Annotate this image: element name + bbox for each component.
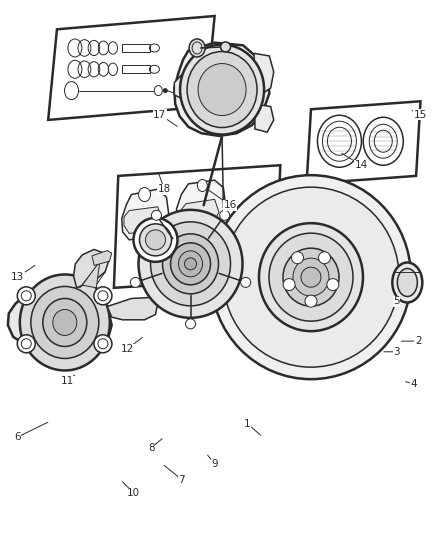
Polygon shape bbox=[174, 75, 189, 99]
Text: 10: 10 bbox=[127, 488, 140, 498]
Text: 4: 4 bbox=[410, 379, 417, 389]
Text: 1: 1 bbox=[244, 419, 251, 429]
Text: 14: 14 bbox=[355, 160, 368, 170]
Ellipse shape bbox=[170, 243, 211, 285]
Polygon shape bbox=[74, 249, 109, 288]
Ellipse shape bbox=[131, 277, 140, 287]
Ellipse shape bbox=[219, 211, 230, 220]
Ellipse shape bbox=[198, 180, 207, 191]
Ellipse shape bbox=[134, 218, 177, 262]
Ellipse shape bbox=[189, 39, 205, 57]
Ellipse shape bbox=[221, 42, 230, 52]
Ellipse shape bbox=[163, 88, 167, 93]
Polygon shape bbox=[107, 297, 158, 320]
Ellipse shape bbox=[179, 251, 202, 277]
Ellipse shape bbox=[94, 287, 112, 305]
Text: 5: 5 bbox=[393, 296, 400, 306]
Ellipse shape bbox=[151, 222, 230, 306]
Text: 15: 15 bbox=[414, 110, 427, 119]
Ellipse shape bbox=[397, 269, 417, 296]
Ellipse shape bbox=[43, 298, 87, 346]
Ellipse shape bbox=[186, 319, 195, 329]
Ellipse shape bbox=[138, 210, 243, 318]
Ellipse shape bbox=[17, 335, 35, 353]
Polygon shape bbox=[82, 261, 100, 288]
Text: 3: 3 bbox=[393, 347, 400, 357]
Polygon shape bbox=[174, 43, 269, 136]
Polygon shape bbox=[307, 101, 420, 184]
Polygon shape bbox=[92, 251, 112, 265]
Ellipse shape bbox=[184, 258, 197, 270]
Text: 11: 11 bbox=[61, 376, 74, 386]
Text: 8: 8 bbox=[148, 443, 155, 453]
Ellipse shape bbox=[198, 63, 246, 116]
Ellipse shape bbox=[318, 252, 331, 264]
Text: 17: 17 bbox=[153, 110, 166, 119]
Ellipse shape bbox=[20, 274, 110, 370]
Ellipse shape bbox=[145, 230, 166, 250]
Polygon shape bbox=[123, 44, 150, 52]
Text: 16: 16 bbox=[223, 200, 237, 210]
Ellipse shape bbox=[291, 252, 304, 264]
Text: 13: 13 bbox=[11, 272, 24, 282]
Ellipse shape bbox=[187, 52, 257, 127]
Ellipse shape bbox=[305, 295, 317, 307]
Text: 7: 7 bbox=[178, 475, 185, 484]
Ellipse shape bbox=[138, 188, 151, 201]
Polygon shape bbox=[123, 65, 150, 74]
Polygon shape bbox=[114, 165, 280, 288]
Text: 18: 18 bbox=[158, 184, 171, 194]
Ellipse shape bbox=[53, 310, 77, 335]
Ellipse shape bbox=[180, 45, 264, 134]
Ellipse shape bbox=[327, 279, 339, 290]
Polygon shape bbox=[8, 285, 112, 356]
Polygon shape bbox=[124, 207, 162, 233]
Polygon shape bbox=[255, 104, 274, 132]
Polygon shape bbox=[177, 180, 226, 232]
Ellipse shape bbox=[31, 286, 99, 359]
Text: 2: 2 bbox=[415, 336, 422, 346]
Ellipse shape bbox=[301, 267, 321, 287]
Ellipse shape bbox=[211, 175, 411, 379]
Ellipse shape bbox=[139, 224, 172, 256]
Ellipse shape bbox=[162, 234, 219, 294]
Ellipse shape bbox=[269, 233, 353, 321]
Ellipse shape bbox=[241, 277, 251, 287]
Ellipse shape bbox=[293, 258, 329, 296]
Text: 12: 12 bbox=[120, 344, 134, 354]
Ellipse shape bbox=[259, 223, 363, 331]
Ellipse shape bbox=[283, 279, 295, 290]
Ellipse shape bbox=[152, 211, 162, 220]
Text: 6: 6 bbox=[14, 432, 21, 442]
Ellipse shape bbox=[283, 248, 339, 306]
Ellipse shape bbox=[94, 335, 112, 353]
Text: 9: 9 bbox=[211, 459, 218, 469]
Ellipse shape bbox=[392, 262, 422, 303]
Polygon shape bbox=[254, 53, 274, 93]
Ellipse shape bbox=[17, 287, 35, 305]
Polygon shape bbox=[122, 189, 169, 240]
Ellipse shape bbox=[223, 187, 399, 367]
Polygon shape bbox=[181, 199, 219, 227]
Polygon shape bbox=[48, 16, 215, 120]
